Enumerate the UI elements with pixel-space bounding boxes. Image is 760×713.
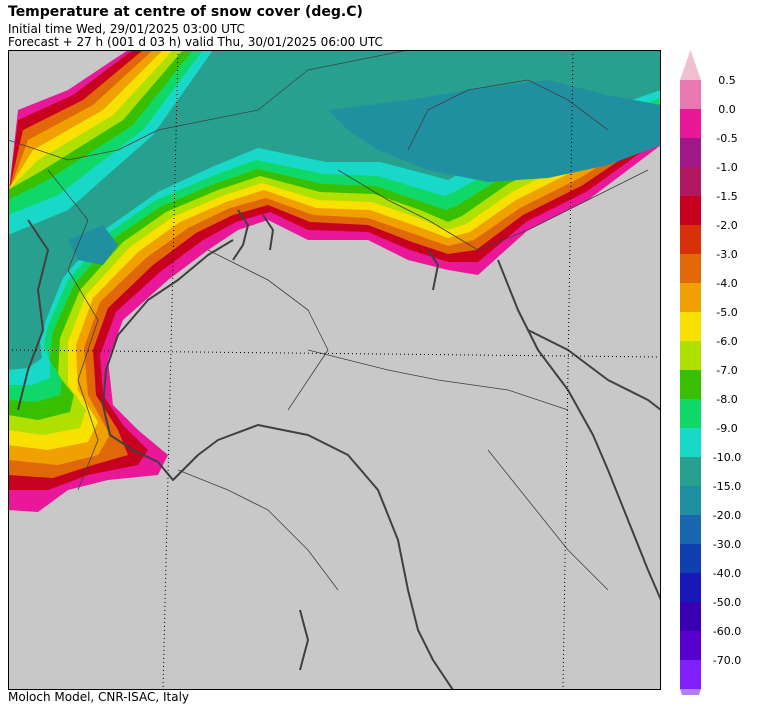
legend-label: 0.5: [718, 74, 736, 87]
graticule: [8, 50, 661, 690]
legend-swatch: [680, 428, 701, 458]
legend-label: 0.0: [718, 103, 736, 116]
legend-swatch: [680, 370, 701, 400]
initial-time-label: Initial time Wed, 29/01/2025 03:00 UTC: [8, 22, 245, 36]
legend-label: -20.0: [713, 509, 741, 522]
legend-label: -6.0: [716, 335, 737, 348]
legend-label: -0.5: [716, 132, 737, 145]
legend-swatch: [680, 341, 701, 371]
legend-label: -4.0: [716, 277, 737, 290]
legend-label: -10.0: [713, 451, 741, 464]
forecast-valid-label: Forecast + 27 h (001 d 03 h) valid Thu, …: [8, 35, 383, 49]
legend-label: -2.0: [716, 219, 737, 232]
legend-swatch: [680, 167, 701, 197]
legend-swatch: [680, 515, 701, 545]
legend-label: -1.5: [716, 190, 737, 203]
legend-swatch: [680, 225, 701, 255]
legend-swatch: [680, 254, 701, 284]
legend-swatch: [680, 602, 701, 632]
legend-label: -70.0: [713, 654, 741, 667]
model-credit: Moloch Model, CNR-ISAC, Italy: [8, 690, 190, 704]
legend-swatch: [680, 312, 701, 342]
legend-label: -5.0: [716, 306, 737, 319]
legend-label: -40.0: [713, 567, 741, 580]
legend-bottom-arrow: [680, 689, 701, 695]
legend-label: -8.0: [716, 393, 737, 406]
snow-temperature-map: [8, 50, 661, 690]
legend-swatch: [680, 544, 701, 574]
legend-swatch: [680, 80, 701, 110]
legend-label: -7.0: [716, 364, 737, 377]
band-m15b: [68, 225, 118, 265]
legend-swatch: [680, 138, 701, 168]
band-m15: [328, 80, 661, 182]
legend-label: -1.0: [716, 161, 737, 174]
legend-swatch: [680, 573, 701, 603]
map-frame: [8, 50, 661, 690]
legend-swatch: [680, 457, 701, 487]
legend-swatch: [680, 399, 701, 429]
legend-swatch: [680, 196, 701, 226]
coastlines: [17, 209, 661, 690]
chart-title: Temperature at centre of snow cover (deg…: [8, 4, 363, 20]
legend-top-arrow: [680, 50, 701, 80]
borders: [8, 50, 649, 591]
legend-label: -50.0: [713, 596, 741, 609]
legend-label: -30.0: [713, 538, 741, 551]
snow-field: [8, 50, 661, 512]
legend-swatch: [680, 109, 701, 139]
legend-label: -60.0: [713, 625, 741, 638]
legend-label: -3.0: [716, 248, 737, 261]
legend-label: -15.0: [713, 480, 741, 493]
legend-swatch: [680, 486, 701, 516]
legend-label: -9.0: [716, 422, 737, 435]
legend-swatch: [680, 283, 701, 313]
legend-swatch: [680, 631, 701, 661]
color-legend: 0.5 0.0 -0.5 -1.0 -1.5 -2.0 -3.0 -4.0 -5.0 -6.0 -7…: [680, 50, 741, 695]
legend-swatch: [680, 660, 701, 690]
